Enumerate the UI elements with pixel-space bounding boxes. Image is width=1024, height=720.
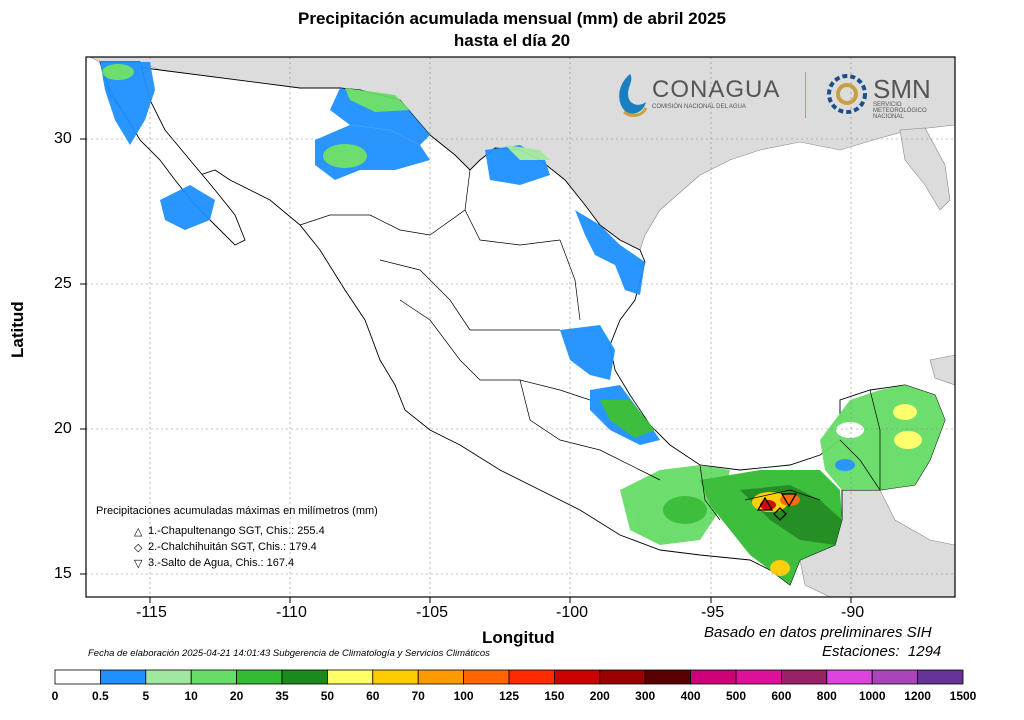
data-basis-note: Basado en datos preliminares SIH bbox=[704, 624, 932, 641]
colorbar-tick-label: 0 bbox=[51, 689, 59, 703]
marker-triangle-up bbox=[756, 496, 774, 511]
state-borders bbox=[299, 169, 881, 521]
colorbar-tick-label: 50 bbox=[320, 689, 335, 703]
florida-land bbox=[899, 127, 951, 211]
max-legend-item: ▽ 3.-Salto de Agua, Chis.: 167.4 bbox=[134, 557, 295, 570]
colorbar-tick-label: 500 bbox=[725, 689, 747, 703]
colorbar-tick-label: 300 bbox=[635, 689, 656, 703]
diamond-icon: ◇ bbox=[134, 542, 143, 554]
colorbar-tick-label: 125 bbox=[498, 689, 520, 703]
y-tick: 15 bbox=[54, 565, 72, 582]
x-axis-label: Longitud bbox=[482, 628, 555, 647]
colorbar-tick-label: 60 bbox=[366, 689, 380, 703]
colorbar-tick-label: 800 bbox=[816, 689, 837, 703]
marker-triangle-down bbox=[780, 493, 798, 508]
colorbar-tick-label: 1500 bbox=[949, 689, 977, 703]
colorbar-tick-label: 200 bbox=[589, 689, 610, 703]
x-tick: -100 bbox=[556, 604, 589, 621]
colorbar-tick-label: 0.5 bbox=[92, 689, 109, 703]
x-tick: -115 bbox=[136, 604, 167, 621]
cuba-land bbox=[929, 354, 955, 386]
colorbar-tick-label: 600 bbox=[771, 689, 792, 703]
x-tick: -90 bbox=[841, 604, 865, 621]
y-axis-label: Latitud bbox=[8, 301, 27, 358]
conagua-emblem-icon bbox=[619, 74, 648, 117]
gridlines bbox=[86, 57, 955, 597]
colorbar-tick-label: 1200 bbox=[904, 689, 931, 703]
colorbar-tick-label: 10 bbox=[184, 689, 198, 703]
x-tick: -95 bbox=[701, 604, 725, 621]
smn-logo: SMN SERVICIO METEOROLÓGICO NACIONAL bbox=[825, 70, 945, 120]
smn-name: SMN bbox=[873, 74, 931, 104]
colorbar-tick-label: 70 bbox=[411, 689, 425, 703]
marker-diamond bbox=[773, 507, 787, 521]
smn-subtitle: SERVICIO METEOROLÓGICO NACIONAL bbox=[873, 102, 927, 120]
max-markers bbox=[756, 493, 798, 521]
triangle-up-icon: △ bbox=[134, 526, 143, 538]
colorbar-tick-label: 5 bbox=[142, 689, 150, 703]
x-tick: -110 bbox=[276, 604, 307, 621]
conagua-subtitle: COMISIÓN NACIONAL DEL AGUA bbox=[652, 104, 746, 110]
smn-emblem-icon bbox=[827, 74, 867, 114]
x-tick: -105 bbox=[416, 604, 449, 621]
map-subtitle: hasta el día 20 bbox=[453, 31, 571, 50]
y-tick: 30 bbox=[54, 130, 72, 147]
elaboration-note: Fecha de elaboración 2025-04-21 14:01:43… bbox=[88, 648, 490, 659]
map-title: Precipitación acumulada mensual (mm) de … bbox=[298, 9, 726, 28]
max-legend-title: Precipitaciones acumuladas máximas en mi… bbox=[96, 505, 378, 517]
colorbar-tick-label: 150 bbox=[544, 689, 565, 703]
max-legend-item: ◇ 2.-Chalchihuitán SGT, Chis.: 179.4 bbox=[134, 541, 317, 554]
colorbar-tick-label: 35 bbox=[275, 689, 289, 703]
max-legend-item: △ 1.-Chapultenango SGT, Chis.: 255.4 bbox=[134, 525, 325, 538]
conagua-name: CONAGUA bbox=[652, 76, 781, 103]
colorbar-tick-label: 100 bbox=[453, 689, 474, 703]
colorbar-tick-label: 400 bbox=[680, 689, 701, 703]
stations-count: Estaciones: 1294 bbox=[822, 643, 942, 660]
colorbar-tick-label: 1000 bbox=[858, 689, 886, 703]
logo-divider bbox=[805, 72, 806, 118]
y-tick: 25 bbox=[54, 275, 72, 292]
triangle-down-icon: ▽ bbox=[134, 558, 143, 570]
colorbar-tick-label: 20 bbox=[229, 689, 244, 703]
conagua-logo: CONAGUA COMISIÓN NACIONAL DEL AGUA bbox=[612, 70, 792, 120]
y-tick: 20 bbox=[54, 420, 72, 437]
